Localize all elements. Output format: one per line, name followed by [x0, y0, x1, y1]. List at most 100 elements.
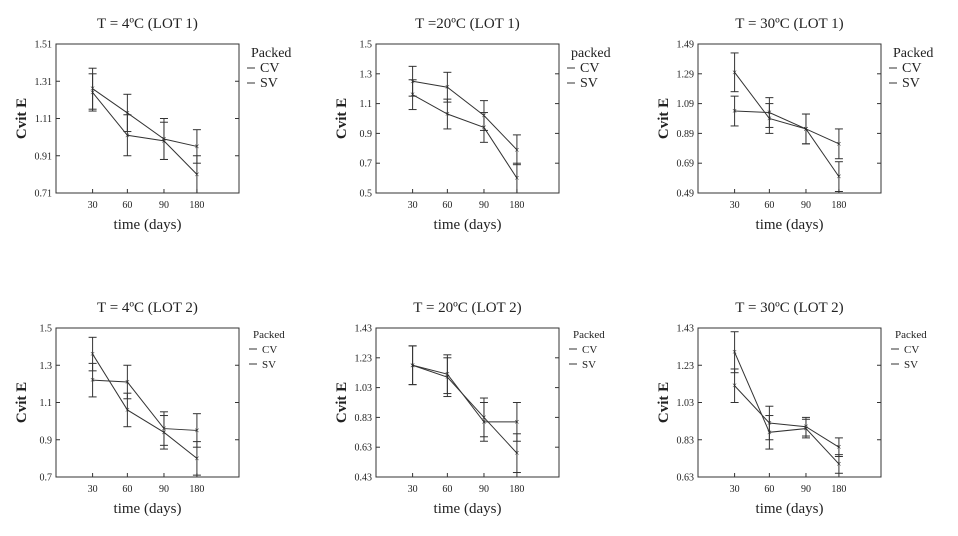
- x-tick-label: 90: [159, 200, 169, 211]
- chart-panel: T = 30ºC (LOT 1) 0.49 0.69 0.89 1.09 1.29 1.49…: [656, 16, 933, 233]
- series-line-sv: [92, 92, 198, 175]
- x-tick-label: 30: [408, 200, 418, 211]
- x-tick-label: 180: [189, 200, 204, 211]
- y-tick-label: 1.1: [360, 99, 373, 110]
- chart-title: T = 30ºC (LOT 1): [735, 16, 843, 32]
- data-point-sv: ×: [194, 453, 199, 463]
- chart-panel: T = 4ºC (LOT 1) 0.71 0.91 1.11 1.31 1.51 30 60 9…: [14, 16, 291, 233]
- data-point-cv: ×: [836, 139, 841, 149]
- legend: Packed CV SV: [249, 329, 285, 371]
- series-line-sv: [734, 72, 840, 177]
- x-tick-label: 60: [442, 200, 452, 211]
- legend-label: CV: [262, 344, 277, 356]
- data-point-sv: ×: [803, 124, 808, 134]
- x-axis-label: time (days): [114, 501, 182, 517]
- data-point-sv: ×: [410, 360, 415, 370]
- legend-label: SV: [582, 359, 596, 371]
- y-tick-label: 0.7: [360, 159, 373, 170]
- chart-title: T = 4ºC (LOT 1): [97, 16, 198, 32]
- y-tick-label: 0.49: [677, 189, 695, 200]
- legend-title: Packed: [253, 329, 285, 341]
- legend-label: SV: [260, 76, 278, 91]
- y-tick-label: 0.9: [360, 129, 373, 140]
- y-tick-label: 1.1: [40, 398, 53, 409]
- x-tick-label: 180: [509, 200, 524, 211]
- chart-panel: T = 30ºC (LOT 2) 0.63 0.83 1.03 1.23 1.43 30 60…: [656, 300, 927, 517]
- y-axis-label: Cvit E: [334, 98, 350, 139]
- legend-label: SV: [262, 359, 276, 371]
- plot-frame: [375, 327, 560, 478]
- chart-title: T = 20ºC (LOT 2): [413, 300, 521, 316]
- series-line-cv: [92, 88, 198, 147]
- data-point-sv: ×: [732, 67, 737, 77]
- series-line-cv: [734, 110, 840, 145]
- series-line-sv: [92, 353, 198, 459]
- y-tick-label: 1.23: [677, 361, 695, 372]
- y-tick-label: 0.63: [355, 443, 373, 454]
- y-tick-label: 1.51: [35, 40, 53, 51]
- y-tick-label: 1.43: [355, 324, 373, 335]
- y-tick-label: 1.43: [677, 324, 695, 335]
- series-line-sv: [734, 352, 840, 465]
- legend-title: packed: [571, 46, 611, 61]
- x-tick-label: 180: [831, 484, 846, 495]
- x-axis-label: time (days): [756, 217, 824, 233]
- x-tick-label: 180: [509, 484, 524, 495]
- y-tick-label: 1.3: [360, 69, 373, 80]
- y-tick-label: 1.03: [355, 383, 373, 394]
- chart-title: T = 30ºC (LOT 2): [735, 300, 843, 316]
- y-tick-label: 0.89: [677, 129, 695, 140]
- series-line-cv: [92, 379, 197, 431]
- legend-title: Packed: [251, 46, 291, 61]
- y-tick-label: 0.9: [40, 435, 53, 446]
- data-point-sv: ×: [90, 349, 95, 359]
- data-point-sv: ×: [767, 427, 772, 437]
- y-axis-label: Cvit E: [14, 382, 30, 423]
- x-tick-label: 30: [408, 484, 418, 495]
- data-point-cv: ×: [194, 141, 199, 151]
- data-point-sv: ×: [514, 173, 519, 183]
- x-tick-label: 60: [442, 484, 452, 495]
- data-point-cv: ×: [125, 108, 130, 118]
- y-tick-label: 1.23: [355, 353, 373, 364]
- plot-frame: [375, 43, 560, 194]
- data-point-sv: ×: [514, 448, 519, 458]
- data-point-sv: ×: [732, 347, 737, 357]
- data-point-sv: ×: [767, 114, 772, 124]
- y-axis-label: Cvit E: [656, 98, 672, 139]
- data-point-sv: ×: [161, 427, 166, 437]
- y-tick-label: 1.11: [35, 114, 52, 125]
- chart-title: T =20ºC (LOT 1): [415, 16, 520, 32]
- x-tick-label: 90: [159, 484, 169, 495]
- plot-frame: [55, 327, 240, 478]
- x-tick-label: 180: [189, 484, 204, 495]
- x-tick-label: 60: [122, 200, 132, 211]
- plot-frame: [697, 327, 882, 478]
- y-axis-label: Cvit E: [14, 98, 30, 139]
- y-axis-label: Cvit E: [334, 382, 350, 423]
- x-axis-label: time (days): [114, 217, 182, 233]
- series-line-sv: [412, 94, 518, 179]
- legend-label: CV: [902, 61, 921, 76]
- x-axis-label: time (days): [756, 501, 824, 517]
- x-tick-label: 30: [88, 200, 98, 211]
- data-point-cv: ×: [514, 145, 519, 155]
- series-line-cv: [412, 80, 518, 151]
- legend-label: CV: [582, 344, 597, 356]
- legend-label: SV: [902, 76, 920, 91]
- x-tick-label: 60: [764, 200, 774, 211]
- legend-label: SV: [580, 76, 598, 91]
- data-point-cv: ×: [90, 375, 95, 385]
- legend-label: CV: [580, 61, 599, 76]
- data-point-sv: ×: [836, 459, 841, 469]
- x-tick-label: 90: [479, 200, 489, 211]
- data-point-sv: ×: [125, 405, 130, 415]
- legend-label: CV: [904, 344, 919, 356]
- data-point-cv: ×: [514, 417, 519, 427]
- chart-panel: T = 20ºC (LOT 2) 0.43 0.63 0.83 1.03 1.23 1.43…: [334, 300, 605, 517]
- y-axis-label: Cvit E: [656, 382, 672, 423]
- data-point-cv: ×: [445, 82, 450, 92]
